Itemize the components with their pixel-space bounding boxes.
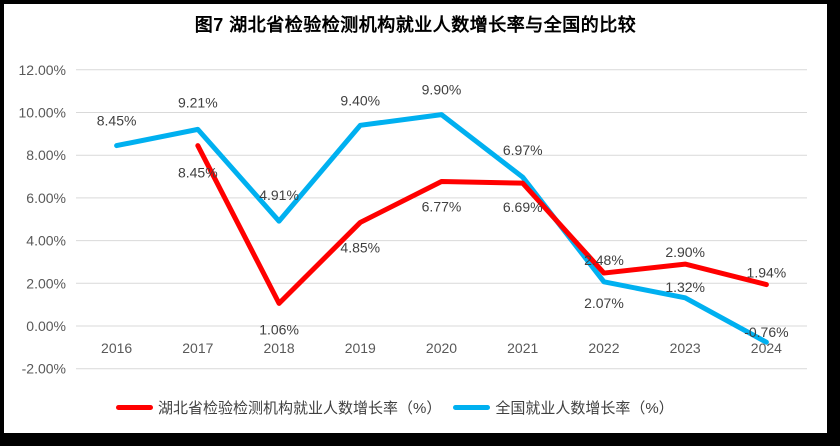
data-label-national: 8.45%: [97, 113, 137, 129]
data-label-national: 2.07%: [584, 295, 624, 311]
legend-label-national: 全国就业人数增长率（%）: [495, 399, 674, 417]
x-axis-tick-label: 2017: [182, 340, 213, 356]
legend-label-hubei: 湖北省检验检测机构就业人数增长率（%）: [158, 399, 442, 417]
data-label-hubei: 1.94%: [747, 265, 787, 281]
legend-swatch-hubei-line: [116, 404, 153, 410]
data-label-hubei: 2.48%: [584, 252, 624, 268]
y-axis-tick-label: 2.00%: [26, 275, 66, 291]
data-label-hubei: 6.77%: [422, 198, 462, 214]
y-axis-tick-label: 12.00%: [19, 62, 66, 78]
data-label-hubei: 2.90%: [665, 244, 705, 260]
y-axis-tick-label: 8.00%: [26, 147, 66, 163]
x-axis-tick-label: 2016: [101, 340, 132, 356]
data-label-national: -0.76%: [744, 324, 788, 340]
y-axis-tick-label: -2.00%: [22, 361, 66, 377]
y-axis-tick-label: 4.00%: [26, 233, 66, 249]
series-line-hubei: [195, 143, 769, 306]
series-line-national: [114, 112, 769, 345]
x-axis-tick-label: 2022: [588, 340, 619, 356]
y-axis-tick-label: 0.00%: [26, 318, 66, 334]
x-axis-tick-label: 2023: [670, 340, 701, 356]
data-label-hubei: 4.85%: [340, 239, 380, 255]
x-axis-tick-label: 2021: [507, 340, 538, 356]
y-axis-tick-label: 6.00%: [26, 190, 66, 206]
data-label-national: 9.90%: [422, 82, 462, 98]
data-label-national: 9.21%: [178, 94, 218, 110]
data-label-hubei: 6.69%: [503, 199, 543, 215]
data-label-national: 9.40%: [340, 92, 380, 108]
y-axis-tick-label: 10.00%: [19, 105, 66, 121]
data-label-national: 6.97%: [503, 142, 543, 158]
x-axis-tick-label: 2024: [751, 340, 782, 356]
data-label-national: 4.91%: [259, 187, 299, 203]
chart-title: 图7 湖北省检验检测机构就业人数增长率与全国的比较: [194, 15, 637, 35]
data-label-hubei: 1.06%: [259, 321, 299, 337]
data-label-hubei: 8.45%: [178, 165, 218, 181]
legend-swatch-national-line: [453, 404, 491, 410]
x-axis-tick-label: 2019: [345, 340, 376, 356]
x-axis-tick-label: 2020: [426, 340, 457, 356]
x-axis-tick-label: 2018: [263, 340, 294, 356]
chart-legend: 湖北省检验检测机构就业人数增长率（%） 全国就业人数增长率（%）: [116, 397, 674, 417]
data-label-national: 1.32%: [665, 279, 705, 295]
line-chart-plot-area: 12.00% 10.00% 8.00% 6.00% 4.00% 2.00% 0.00% -2.…: [19, 62, 807, 377]
